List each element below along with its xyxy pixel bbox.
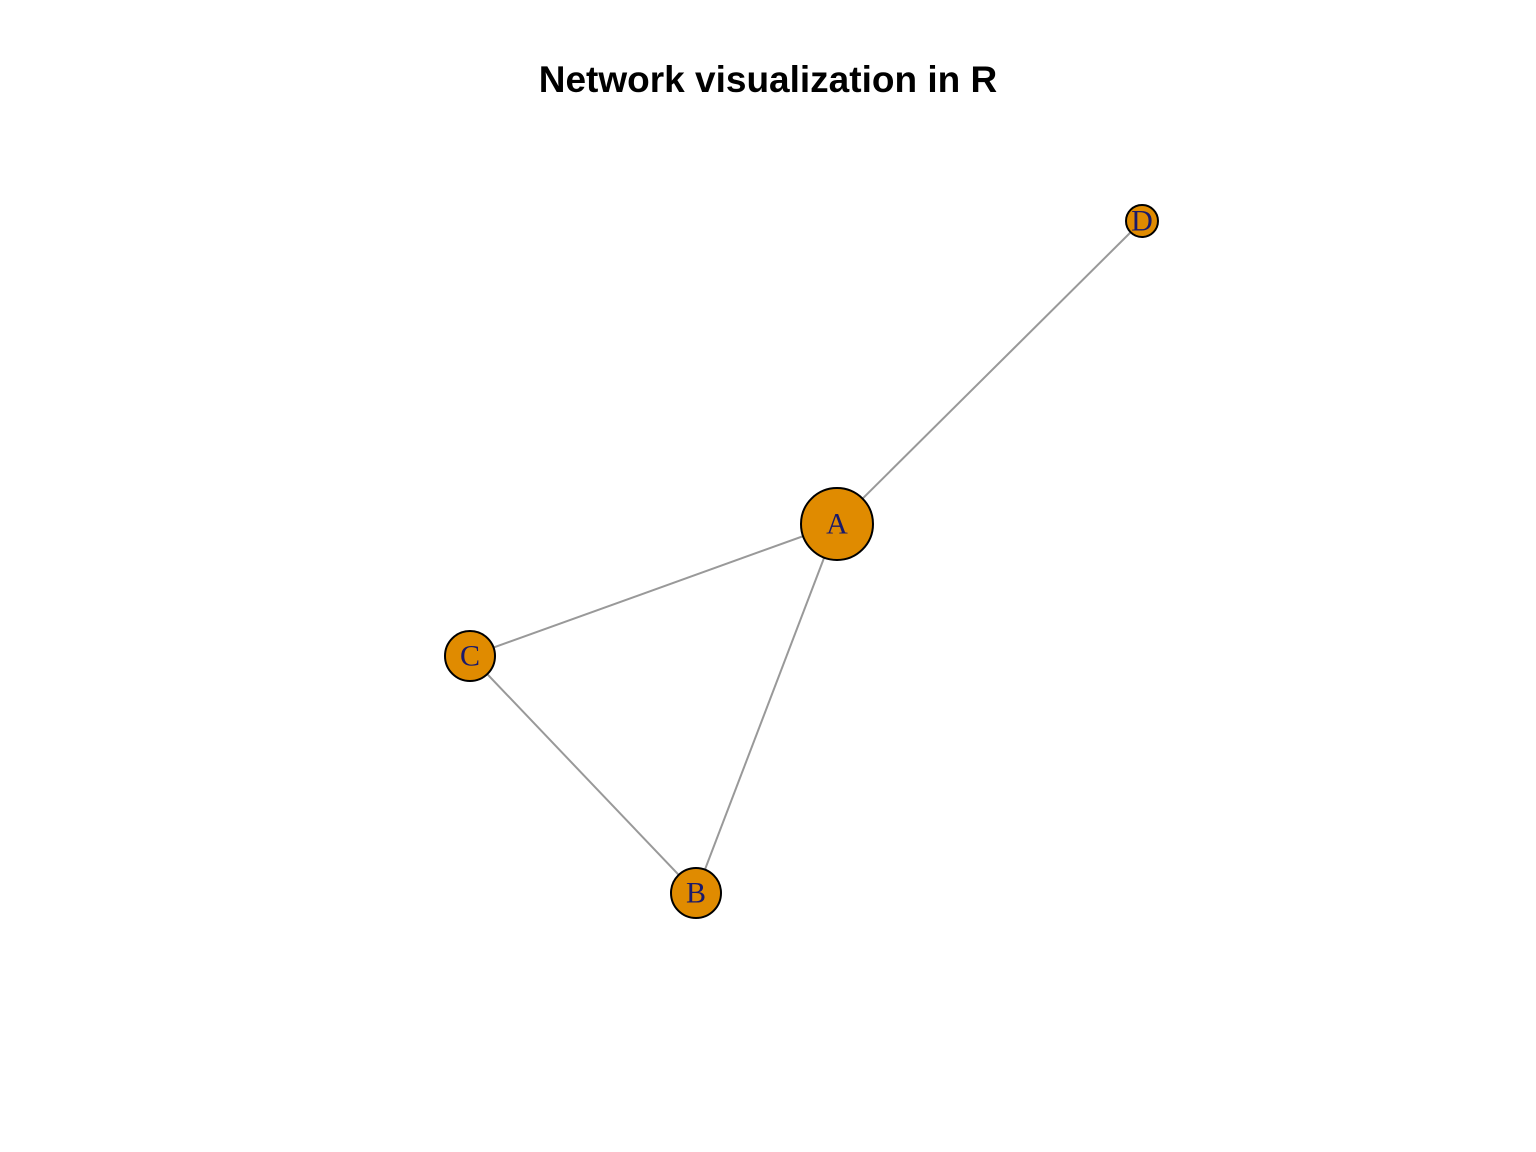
node-label: A: [826, 508, 848, 541]
node-c: C: [444, 630, 496, 682]
node-circle: [670, 867, 722, 919]
plot-title: Network visualization in R: [538, 59, 998, 100]
edge-c-b: [469, 655, 697, 894]
node-circle: [1125, 204, 1159, 238]
node-layer: A B C D: [444, 204, 1159, 919]
node-d: D: [1125, 204, 1159, 238]
node-b: B: [670, 867, 722, 919]
node-circle: [800, 487, 874, 561]
node-a: A: [800, 487, 874, 561]
node-label: C: [460, 640, 480, 673]
edge-layer: [469, 220, 1143, 894]
node-label: B: [686, 877, 706, 910]
edge-a-d: [836, 220, 1143, 525]
node-circle: [444, 630, 496, 682]
edge-a-b: [695, 523, 838, 894]
edge-a-c: [469, 523, 838, 657]
node-label: D: [1131, 205, 1153, 238]
